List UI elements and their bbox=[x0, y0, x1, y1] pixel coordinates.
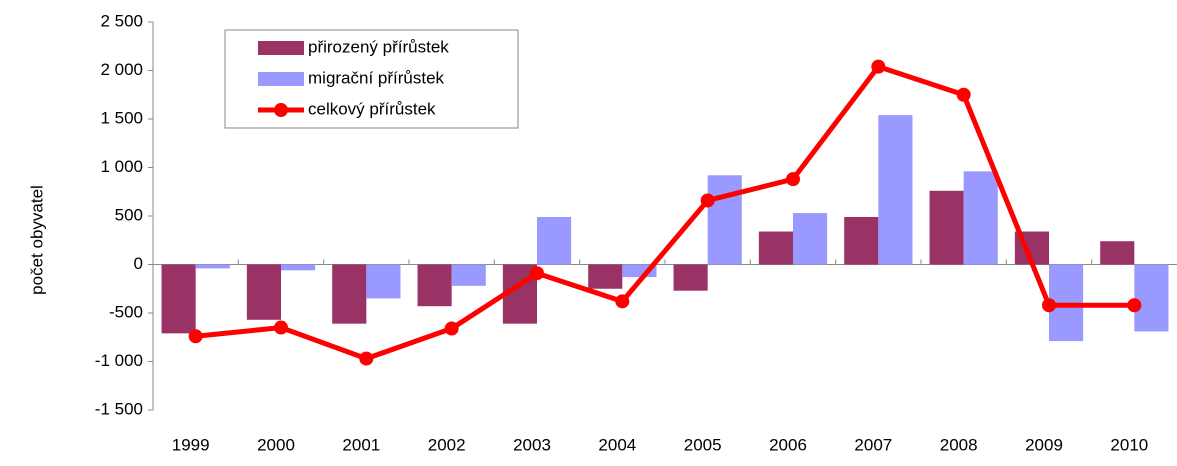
bar bbox=[451, 264, 486, 286]
y-tick-label: 0 bbox=[134, 254, 143, 273]
point bbox=[1127, 298, 1142, 313]
point bbox=[359, 351, 374, 366]
x-tick-label: 2004 bbox=[598, 435, 636, 454]
bar bbox=[963, 171, 998, 265]
legend-label: celkový přírůstek bbox=[308, 99, 436, 118]
legend-label: přirozený přírůstek bbox=[308, 37, 449, 56]
y-tick-label: 2 500 bbox=[100, 11, 143, 30]
point bbox=[444, 321, 459, 336]
x-tick-label: 2001 bbox=[342, 435, 380, 454]
x-tick-label: 1999 bbox=[172, 435, 210, 454]
legend-swatch bbox=[258, 41, 304, 55]
point bbox=[1042, 298, 1056, 313]
bar bbox=[844, 216, 879, 265]
point bbox=[956, 87, 971, 102]
y-tick-label: -500 bbox=[109, 302, 143, 321]
bar bbox=[929, 190, 964, 265]
x-tick-label: 2010 bbox=[1110, 435, 1148, 454]
x-tick-label: 2000 bbox=[257, 435, 295, 454]
bar bbox=[588, 264, 623, 289]
legend-label: migrační přírůstek bbox=[308, 68, 445, 87]
bar bbox=[537, 216, 572, 265]
bar bbox=[246, 264, 281, 320]
bar bbox=[673, 264, 708, 291]
bar bbox=[1100, 241, 1135, 265]
legend-swatch bbox=[274, 103, 288, 117]
x-tick-label: 2008 bbox=[940, 435, 978, 454]
point bbox=[530, 266, 544, 281]
bar bbox=[417, 264, 452, 307]
x-tick-label: 2005 bbox=[684, 435, 722, 454]
point bbox=[786, 172, 800, 187]
x-tick-label: 2006 bbox=[769, 435, 807, 454]
line bbox=[195, 64, 1135, 362]
point bbox=[615, 294, 630, 309]
bar bbox=[793, 213, 828, 265]
y-tick-label: 1 500 bbox=[100, 108, 143, 127]
x-tick-label: 2003 bbox=[513, 435, 551, 454]
legend-swatch bbox=[258, 72, 304, 86]
bar bbox=[758, 231, 793, 265]
bar bbox=[332, 264, 367, 324]
point bbox=[188, 329, 203, 344]
bar bbox=[707, 175, 742, 265]
x-tick-label: 2009 bbox=[1025, 435, 1063, 454]
y-tick-label: 2 000 bbox=[100, 60, 143, 79]
bar bbox=[1134, 264, 1169, 332]
x-tick-label: 2007 bbox=[854, 435, 892, 454]
y-tick-label: 500 bbox=[115, 205, 143, 224]
y-axis-label: počet obyvatel bbox=[27, 185, 46, 295]
point bbox=[871, 59, 886, 74]
bar bbox=[878, 115, 913, 265]
y-tick-label: 1 000 bbox=[100, 157, 143, 176]
x-tick-label: 2002 bbox=[428, 435, 466, 454]
y-tick-label: -1 500 bbox=[95, 399, 143, 418]
bar bbox=[366, 264, 401, 299]
bar bbox=[281, 264, 316, 271]
y-tick-label: -1 000 bbox=[95, 351, 143, 370]
bar bbox=[161, 264, 196, 334]
bar bbox=[195, 264, 230, 269]
point bbox=[274, 320, 288, 335]
point bbox=[700, 193, 715, 208]
